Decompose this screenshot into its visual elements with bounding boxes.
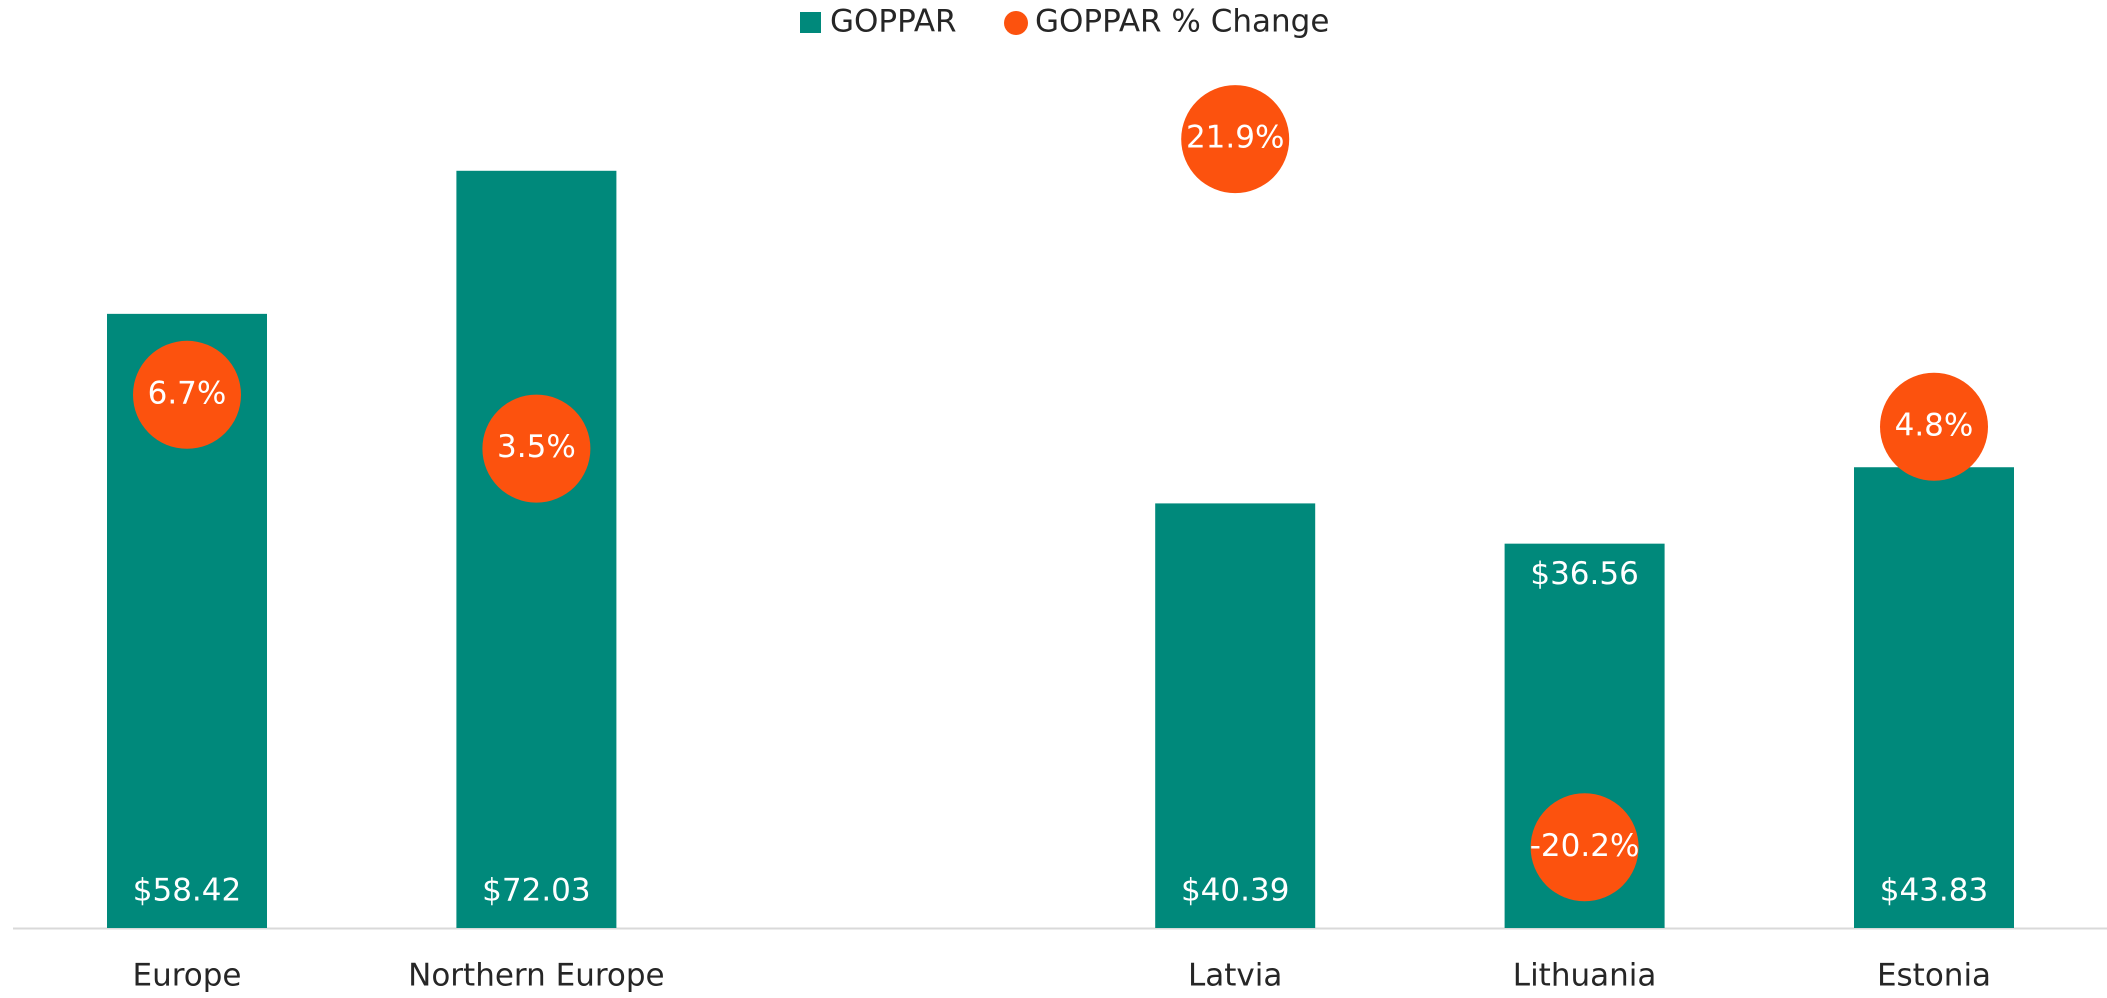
legend-label: GOPPAR % Change	[1035, 4, 1329, 40]
x-tick-label: Lithuania	[1513, 958, 1657, 994]
bar-label: $58.42	[133, 873, 241, 909]
bar-label: $36.56	[1530, 556, 1638, 592]
bar	[1155, 503, 1316, 928]
bubble-label: -20.2%	[1530, 828, 1640, 864]
bar	[1854, 467, 2014, 928]
bar-label: $72.03	[482, 873, 590, 909]
legend-label: GOPPAR	[830, 4, 957, 40]
bubble	[133, 340, 241, 449]
bubble-label: 3.5%	[497, 429, 576, 465]
bubble-label: 21.9%	[1186, 120, 1284, 156]
bubble-label: 6.7%	[148, 375, 227, 411]
bar-label: $40.39	[1181, 873, 1289, 909]
x-tick-label: Latvia	[1188, 958, 1282, 994]
bar-label: $43.83	[1880, 873, 1988, 909]
legend-swatch	[1004, 11, 1028, 35]
legend-swatch	[800, 12, 821, 33]
bar	[456, 170, 617, 929]
x-tick-label: Estonia	[1877, 958, 1991, 994]
bubble	[482, 394, 591, 503]
bubble	[1181, 85, 1290, 194]
bubble	[1880, 372, 1988, 481]
x-tick-label: Europe	[132, 958, 241, 994]
bubble-label: 4.8%	[1895, 407, 1974, 443]
x-tick-label: Northern Europe	[408, 958, 665, 994]
bubble	[1530, 793, 1639, 902]
